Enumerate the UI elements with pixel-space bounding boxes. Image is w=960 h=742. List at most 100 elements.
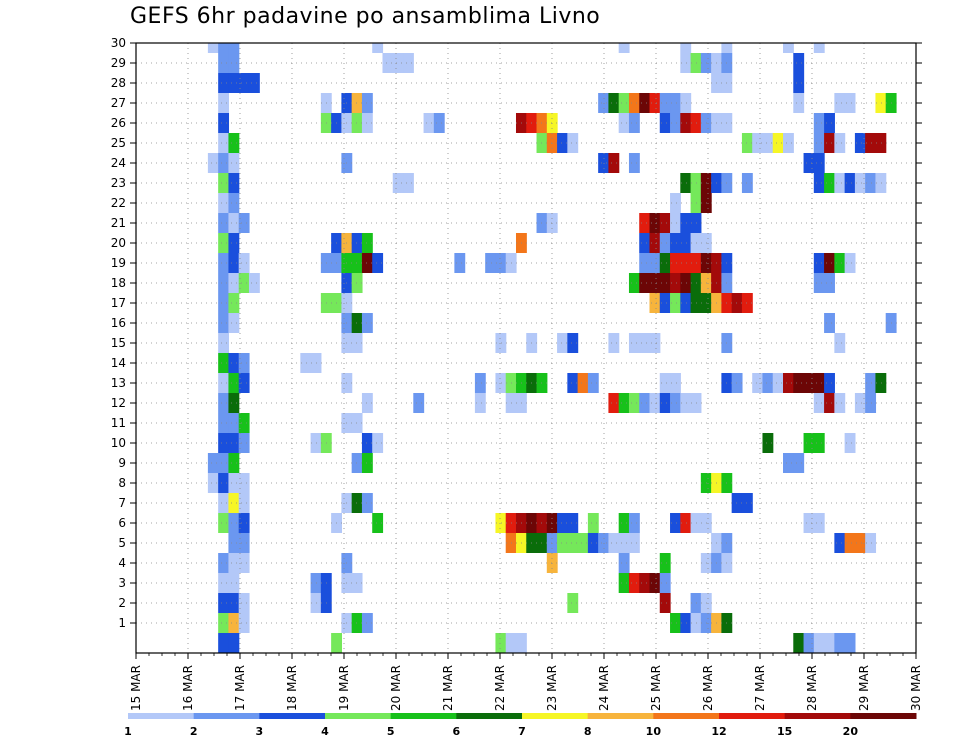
heatmap-cell [813, 173, 825, 193]
y-tick-label: 3 [118, 576, 126, 590]
heatmap-cell [557, 533, 568, 553]
heatmap-cell [618, 553, 630, 573]
heatmap-cell [238, 73, 250, 93]
heatmap-cell [228, 73, 240, 93]
heatmap-cell [372, 253, 384, 273]
heatmap-cell [361, 253, 373, 273]
heatmap-cell [495, 633, 507, 653]
heatmap-cell [670, 213, 681, 233]
heatmap-cell [670, 293, 681, 313]
heatmap-cell [228, 353, 240, 373]
heatmap-cell [844, 93, 856, 113]
heatmap-cell [228, 53, 240, 73]
heatmap-cell [680, 213, 692, 233]
heatmap-cell [238, 213, 250, 233]
colorbar: 1 2 3 4 5 6 7 8 10 12 15 20 [124, 713, 917, 738]
heatmap-cell [495, 513, 507, 533]
heatmap-cell [515, 633, 527, 653]
heatmap-cell [824, 273, 835, 293]
heatmap-cell [628, 573, 640, 593]
heatmap-cell [361, 393, 373, 413]
heatmap-cell [752, 373, 764, 393]
heatmap-cell [813, 253, 825, 273]
colorbar-label: 4 [321, 725, 329, 738]
heatmap-cell [628, 93, 640, 113]
heatmap-cell [218, 433, 230, 453]
heatmap-cell [844, 533, 856, 553]
colorbar-label: 12 [711, 725, 726, 738]
heatmap-cell [618, 93, 630, 113]
heatmap-cell [218, 233, 230, 253]
heatmap-cell [474, 373, 486, 393]
heatmap-cell [618, 573, 630, 593]
heatmap-cell [793, 53, 805, 73]
heatmap-cell [505, 633, 517, 653]
heatmap-cell [207, 453, 219, 473]
heatmap-cell [670, 393, 681, 413]
heatmap-cell [228, 513, 240, 533]
heatmap-cell [392, 173, 404, 193]
heatmap-cell [228, 413, 240, 433]
heatmap-cell [731, 293, 743, 313]
y-tick-label: 16 [111, 316, 126, 330]
heatmap-cell [670, 273, 681, 293]
heatmap-cell [752, 133, 764, 153]
heatmap-cell [238, 433, 250, 453]
y-tick-label: 15 [111, 336, 126, 350]
heatmap-cell [783, 43, 794, 53]
heatmap-cell [649, 93, 661, 113]
heatmap-cell [834, 93, 846, 113]
heatmap-cell [813, 153, 825, 173]
heatmap-cell [218, 333, 230, 353]
heatmap-cell [228, 393, 240, 413]
heatmap-cell [608, 393, 620, 413]
heatmap-cell [670, 93, 681, 113]
heatmap-cell [680, 613, 692, 633]
heatmap-cell [659, 293, 671, 313]
heatmap-cell [218, 253, 230, 273]
heatmap-cell [639, 213, 651, 233]
colorbar-swatch [390, 713, 457, 719]
y-tick-label: 17 [111, 296, 126, 310]
heatmap-cell [670, 193, 681, 213]
heatmap-cell [865, 173, 877, 193]
colorbar-swatch [784, 713, 851, 719]
heatmap-cell [567, 593, 579, 613]
heatmap-cell [649, 573, 661, 593]
heatmap-cell [741, 173, 753, 193]
heatmap-cell [680, 293, 692, 313]
heatmap-cell [824, 113, 835, 133]
heatmap-cell [557, 513, 568, 533]
y-tick-label: 8 [118, 476, 126, 490]
heatmap-cell [783, 133, 794, 153]
heatmap-cell [618, 393, 630, 413]
y-tick-label: 27 [111, 96, 126, 110]
heatmap-cell [824, 393, 835, 413]
heatmap-cell [351, 273, 363, 293]
heatmap-cell [361, 93, 373, 113]
heatmap-cell [238, 253, 250, 273]
plot-border [135, 42, 917, 654]
x-tick-label: 22 MAR [493, 665, 507, 711]
heatmap-cell [772, 133, 784, 153]
colorbar-label: 7 [518, 725, 526, 738]
heatmap-cell [824, 173, 835, 193]
heatmap-cell [854, 393, 866, 413]
y-tick-label: 9 [118, 456, 126, 470]
heatmap-cell [238, 373, 250, 393]
y-tick-label: 14 [111, 356, 126, 370]
heatmap-cell [567, 533, 579, 553]
heatmap-cell [351, 233, 363, 253]
y-tick-label: 20 [111, 236, 126, 250]
plot-frame [135, 42, 917, 654]
heatmap-cell [680, 513, 692, 533]
heatmap-cell [793, 453, 805, 473]
heatmap-cell [803, 433, 815, 453]
heatmap-cell [813, 633, 825, 653]
heatmap-cell [793, 93, 805, 113]
heatmap-cell [844, 253, 856, 273]
heatmap-cell [228, 43, 240, 53]
heatmap-cell [361, 313, 373, 333]
heatmap-cell [834, 253, 846, 273]
